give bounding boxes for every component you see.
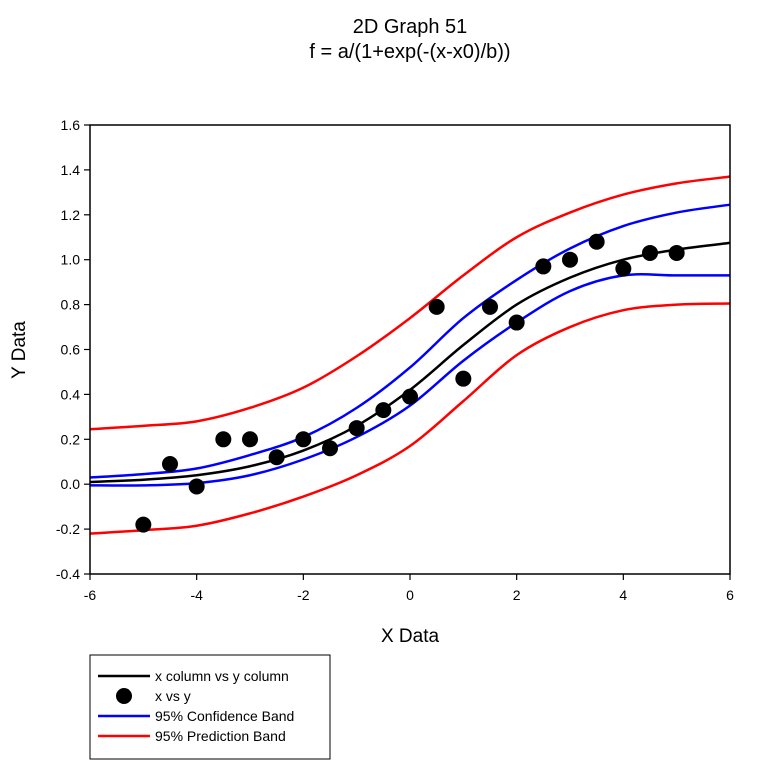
legend-marker [116, 688, 132, 704]
data-point [242, 431, 258, 448]
legend-label: 95% Confidence Band [155, 708, 294, 724]
y-tick-label: 0.0 [61, 476, 81, 492]
legend-label: x column vs y column [155, 668, 289, 684]
data-point [455, 370, 472, 387]
x-tick-label: 6 [726, 587, 734, 603]
data-point [295, 431, 312, 448]
data-point [535, 258, 552, 275]
data-point [348, 420, 365, 437]
y-tick-label: 0.6 [61, 342, 81, 358]
legend: x column vs y column x vs y 95% Confidence… [89, 654, 331, 760]
y-tick-label: -0.4 [56, 566, 80, 582]
data-point [482, 298, 498, 315]
data-point [668, 244, 685, 261]
y-tick-label: 0.2 [61, 431, 81, 447]
x-tick-label: 2 [513, 587, 521, 603]
legend-entry: 95% Prediction Band [98, 728, 286, 744]
x-tick-label: 4 [619, 587, 627, 603]
x-tick-label: 0 [406, 587, 414, 603]
data-point [322, 440, 338, 457]
data-point [188, 478, 205, 495]
y-axis-label: Y Data [9, 321, 30, 379]
legend-entry: 95% Confidence Band [98, 708, 294, 724]
data-point [642, 244, 658, 261]
y-tick-label: 1.4 [61, 162, 81, 178]
data-point [215, 431, 232, 448]
data-point [562, 251, 578, 268]
legend-entry: x column vs y column [98, 668, 289, 684]
y-axis: -0.4 -0.2 0.0 0.2 0.4 0.6 0.8 1.0 1.2 1.4 1.6 [56, 117, 90, 582]
y-tick-label: 1.0 [61, 252, 81, 268]
x-axis: -6 -4 -2 0 2 4 6 [84, 574, 734, 603]
x-tick-label: -4 [190, 587, 203, 603]
prediction-band-upper [89, 175, 731, 431]
data-point [508, 314, 525, 331]
x-tick-label: -2 [297, 587, 310, 603]
legend-entry: x vs y [116, 688, 191, 704]
prediction-band-lower [89, 302, 731, 535]
data-point [428, 298, 445, 315]
y-tick-label: 0.8 [61, 297, 81, 313]
chart-subtitle: f = a/(1+exp(-(x-x0)/b)) [309, 41, 510, 63]
legend-label: 95% Prediction Band [155, 728, 286, 744]
data-point [588, 233, 605, 250]
data-points [135, 233, 685, 533]
data-point [268, 449, 285, 466]
y-tick-label: -0.2 [56, 521, 80, 537]
x-axis-label: X Data [381, 626, 440, 647]
data-point [615, 260, 632, 277]
confidence-band-lower [89, 273, 730, 487]
confidence-band-upper [89, 203, 731, 479]
chart-title: 2D Graph 51 [353, 16, 468, 38]
y-tick-label: 1.6 [61, 117, 81, 133]
legend-box [89, 654, 331, 760]
data-point [402, 388, 418, 405]
data-point [135, 516, 152, 533]
y-tick-label: 0.4 [61, 386, 81, 402]
x-tick-label: -6 [84, 587, 97, 603]
legend-label: x vs y [155, 688, 191, 704]
data-point [375, 402, 392, 419]
data-point [162, 455, 178, 472]
y-tick-label: 1.2 [61, 207, 81, 223]
curves [89, 175, 731, 535]
